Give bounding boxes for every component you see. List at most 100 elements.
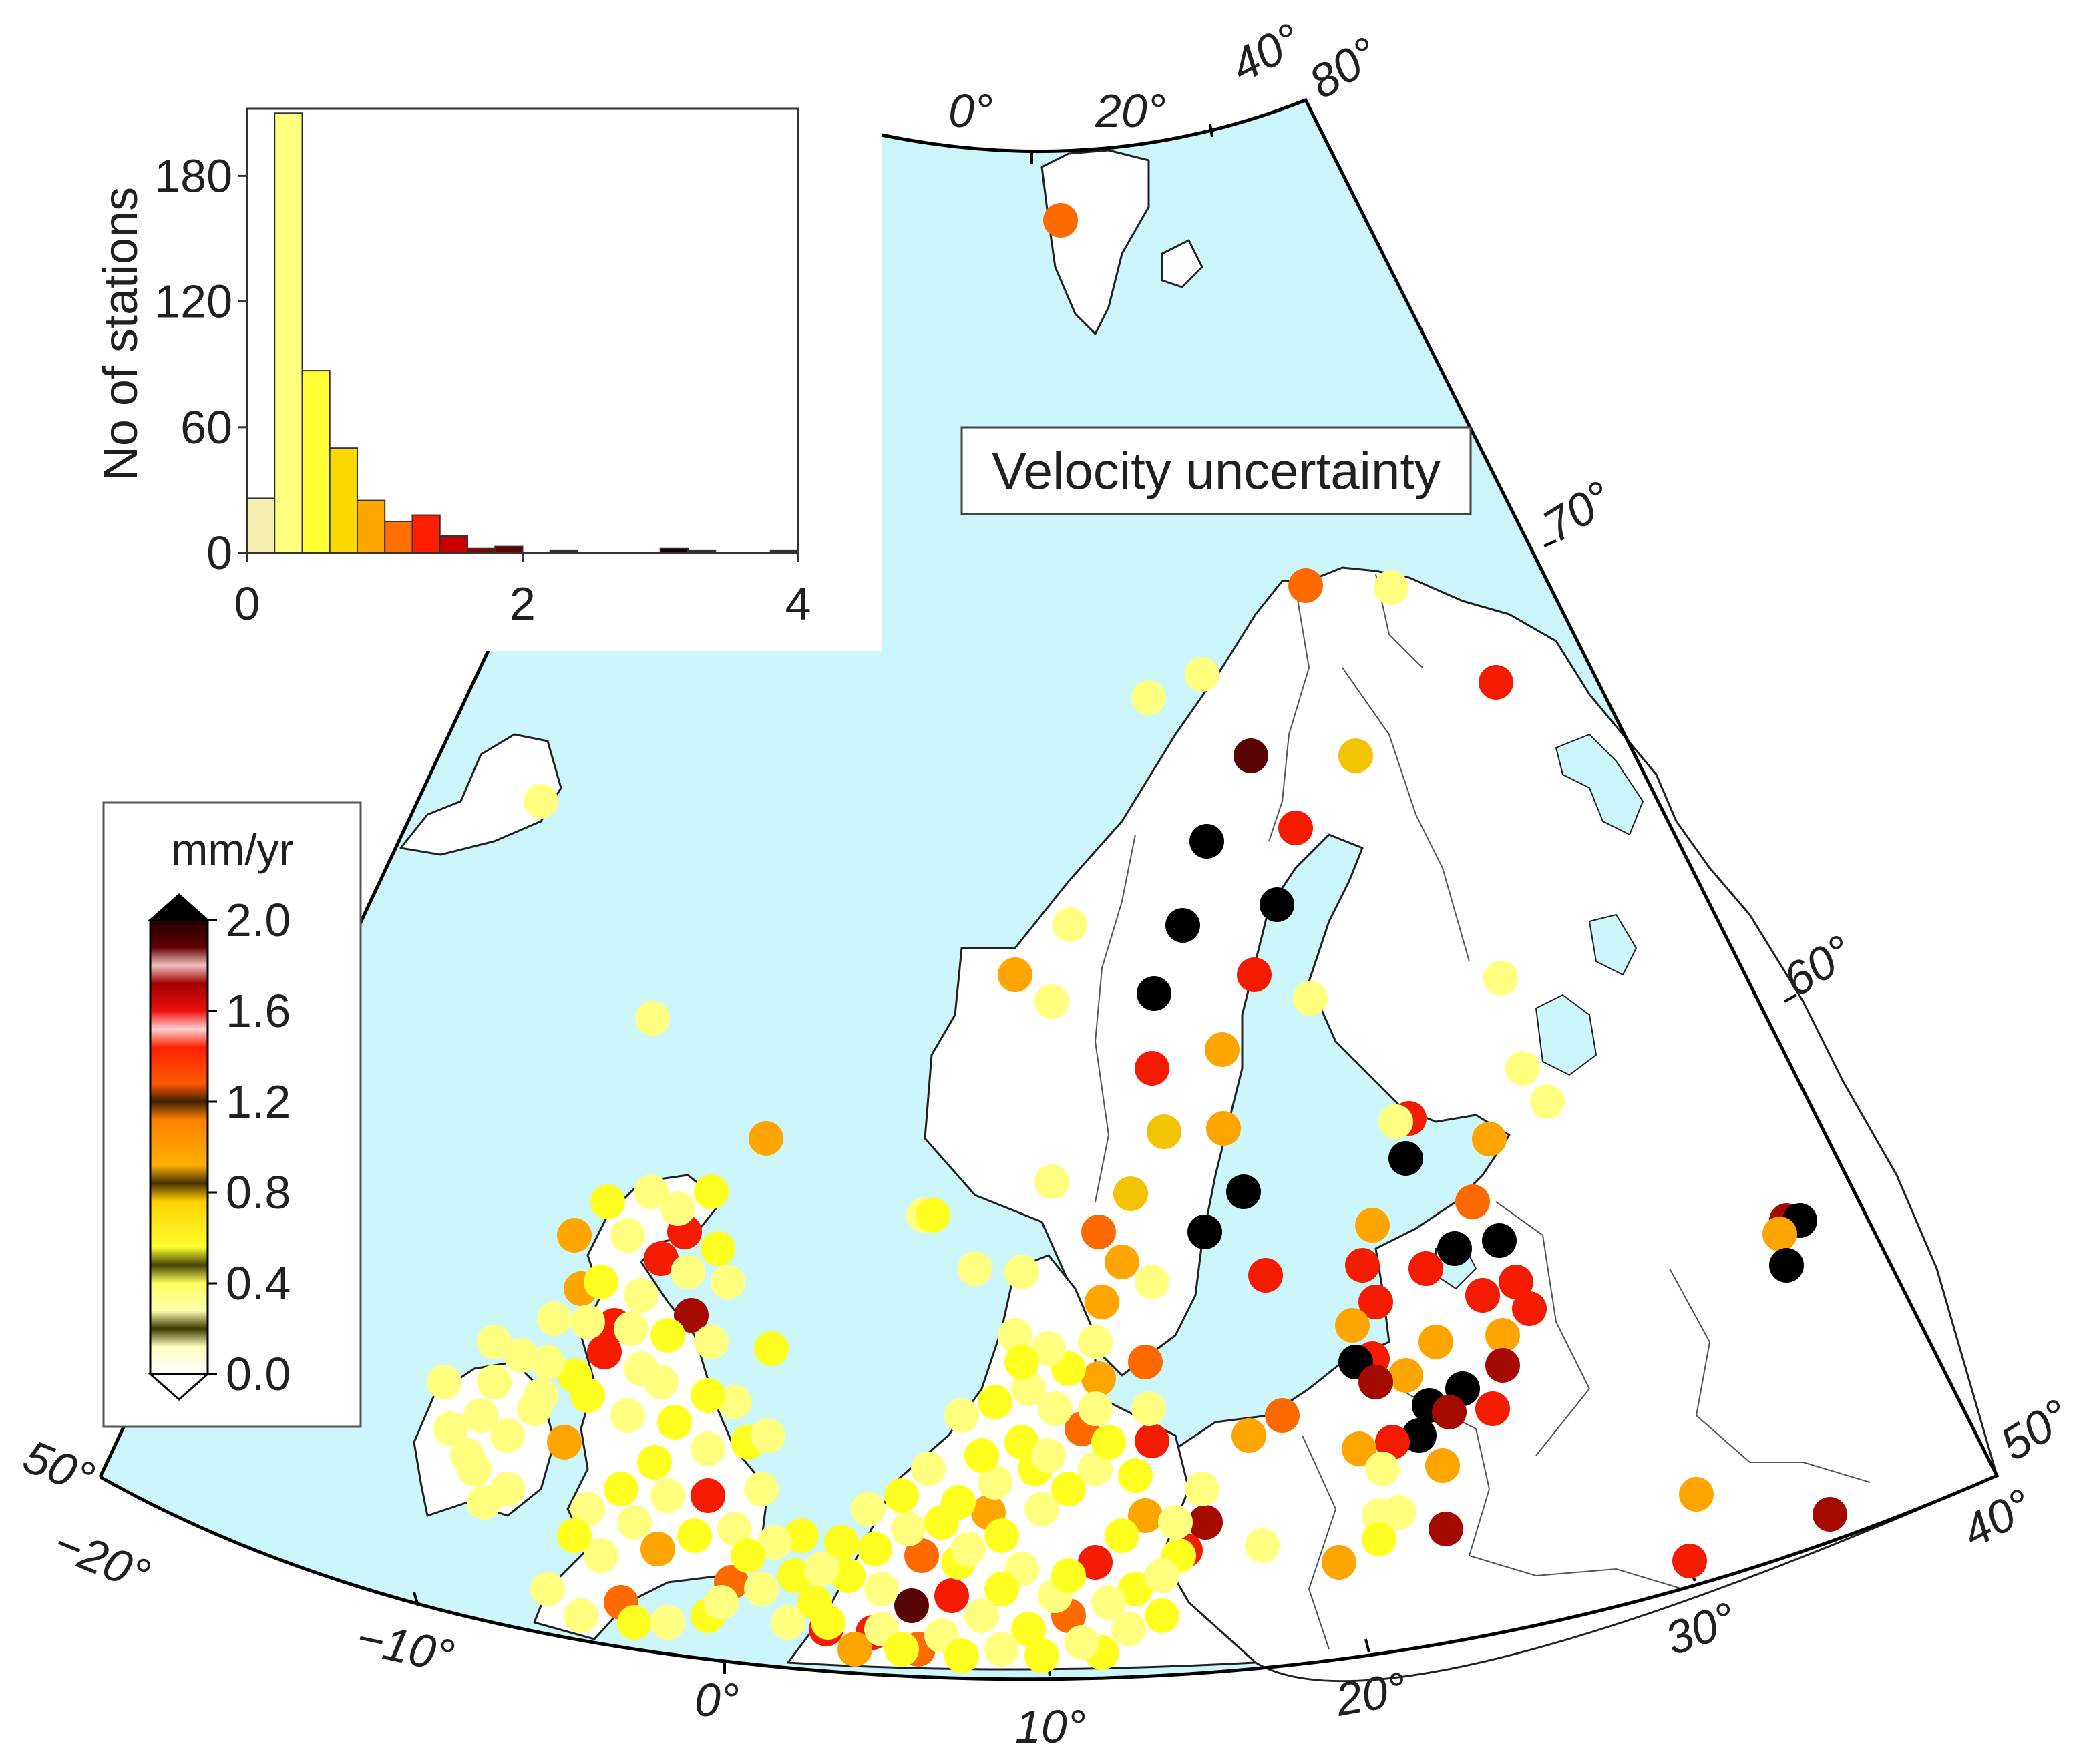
station-dot [1187, 1215, 1222, 1249]
station-dot [744, 1572, 779, 1606]
station-dot [1053, 907, 1087, 942]
station-dot [1355, 1208, 1390, 1243]
station-dot [614, 1311, 648, 1346]
station-dot [1265, 1398, 1300, 1433]
station-dot [624, 1278, 658, 1313]
station-dot [1245, 1528, 1280, 1563]
map-title: Velocity uncertainty [992, 441, 1441, 500]
map-title-box: Velocity uncertainty [960, 426, 1472, 515]
station-dot [1131, 680, 1166, 715]
histogram-y-label: No of stations [94, 187, 148, 481]
station-dot [944, 1638, 979, 1673]
svalbard-east-island [1161, 239, 1203, 288]
station-dot [1485, 1348, 1520, 1383]
station-dot [964, 1438, 999, 1473]
white-sea [1555, 733, 1644, 836]
station-dot [1085, 1285, 1119, 1319]
station-dot [804, 1552, 839, 1586]
station-dot [704, 1585, 739, 1620]
lon-label-minus20: −20° [46, 1517, 156, 1602]
station-dot [1437, 1231, 1472, 1266]
station-dot [984, 1632, 1019, 1667]
station-dot [916, 1198, 950, 1233]
top-lon-label-40: 40° [1222, 13, 1309, 93]
colorbar-tick-label: 0.4 [226, 1257, 291, 1309]
station-dot [1118, 1572, 1153, 1606]
lat-label-80: 80° [1300, 27, 1388, 108]
station-dot [1113, 1176, 1148, 1211]
station-dot [984, 1572, 1019, 1606]
lat-label-right-50: 50° [1992, 1389, 2079, 1470]
histogram-bars [246, 112, 799, 554]
station-dot [851, 1492, 886, 1526]
histogram-bar [659, 547, 689, 554]
colorbar-legend: mm/yr 2.0 1.6 1.2 0.8 0.4 0.0 [102, 801, 362, 1428]
lon-label-20: 20° [1331, 1663, 1410, 1726]
station-dot [1205, 1032, 1240, 1067]
station-dot [1004, 1345, 1039, 1379]
station-dot [1043, 203, 1078, 238]
histogram-bar [329, 447, 358, 554]
station-dot [984, 1518, 1019, 1553]
station-dot [1425, 1448, 1460, 1483]
station-dot [674, 1298, 709, 1333]
station-dot [894, 1588, 929, 1623]
colorbar-tick-label: 1.6 [226, 985, 291, 1037]
station-dot [691, 1478, 725, 1513]
station-dot [1374, 570, 1408, 605]
station-dot [1485, 1318, 1520, 1353]
station-dot [1382, 1495, 1416, 1530]
lat-label-left-50: 50° [16, 1430, 101, 1505]
station-dot [944, 1398, 979, 1433]
histogram-x-tick-label: 4 [785, 578, 811, 630]
station-dot [524, 784, 558, 819]
histogram-bar [274, 112, 303, 554]
station-dot [1004, 1255, 1039, 1289]
station-dot [1105, 1245, 1139, 1279]
colorbar-tick-label: 2.0 [226, 894, 291, 946]
station-dot [1024, 1492, 1059, 1526]
station-dot [1432, 1395, 1467, 1429]
lat-label-70: 70° [1534, 471, 1622, 552]
iceland-land [399, 733, 562, 856]
station-dot [1145, 1558, 1179, 1593]
station-dot [610, 1398, 645, 1433]
station-dot [1335, 1308, 1370, 1343]
station-dot [1362, 1522, 1396, 1556]
station-dot [1081, 1361, 1116, 1396]
histogram-inset: 0 60 120 180 0 2 4 No of stations [0, 0, 882, 651]
station-dot [490, 1418, 525, 1453]
station-dot [1465, 1278, 1500, 1313]
gnss-stations [427, 203, 1847, 1673]
station-dot [504, 1338, 538, 1373]
station-dot [637, 1445, 672, 1480]
station-dot [634, 1174, 669, 1209]
station-dot [557, 1218, 592, 1253]
lon-label-10: 10° [1015, 1701, 1086, 1753]
station-dot [604, 1472, 638, 1506]
station-dot [1131, 1391, 1166, 1426]
station-dot [1128, 1498, 1163, 1533]
colorbar-min-arrow [148, 1373, 210, 1401]
histogram-y-tick-label: 60 [180, 401, 232, 453]
histogram-bar [384, 520, 413, 554]
station-dot [660, 1191, 695, 1226]
station-dot [1185, 657, 1219, 692]
station-dot [1345, 1248, 1380, 1283]
station-dot [1338, 738, 1373, 773]
station-dot [584, 1538, 618, 1573]
station-dot [1078, 1391, 1113, 1426]
histogram-bar [301, 370, 331, 554]
station-dot [1226, 1174, 1261, 1209]
station-dot [564, 1598, 598, 1633]
station-dot [1185, 1472, 1219, 1506]
station-dot [811, 1605, 845, 1640]
station-dot [824, 1525, 859, 1560]
station-dot [749, 1121, 783, 1156]
station-dot [754, 1331, 789, 1366]
station-dot [1408, 1251, 1443, 1286]
station-dot [640, 1532, 675, 1566]
station-dot [1482, 1223, 1517, 1258]
station-dot [691, 1378, 725, 1413]
